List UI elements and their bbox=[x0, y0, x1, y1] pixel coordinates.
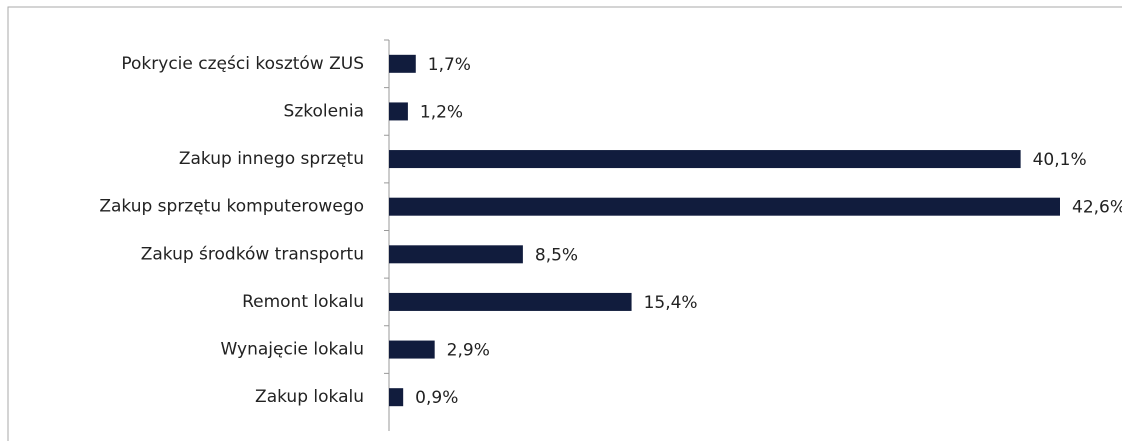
value-label: 0,9% bbox=[415, 388, 458, 408]
category-label: Wynajęcie lokalu bbox=[221, 340, 364, 360]
category-label: Zakup lokalu bbox=[255, 387, 364, 407]
value-label: 1,7% bbox=[428, 55, 471, 75]
bar bbox=[389, 102, 408, 121]
chart-frame bbox=[7, 6, 1122, 441]
bar bbox=[389, 197, 1060, 216]
value-label: 15,4% bbox=[644, 293, 698, 313]
category-label: Remont lokalu bbox=[242, 292, 364, 312]
category-label: Szkolenia bbox=[284, 101, 364, 121]
bar bbox=[389, 292, 632, 311]
value-label: 1,2% bbox=[420, 102, 463, 122]
bar bbox=[389, 245, 523, 264]
value-label: 2,9% bbox=[447, 341, 490, 361]
value-label: 42,6% bbox=[1072, 198, 1122, 218]
value-label: 40,1% bbox=[1033, 150, 1087, 170]
category-label: Zakup sprzętu komputerowego bbox=[99, 197, 364, 217]
bar bbox=[389, 54, 416, 73]
bar bbox=[389, 388, 404, 407]
bar bbox=[389, 340, 435, 359]
category-label: Zakup środków transportu bbox=[141, 244, 364, 264]
value-label: 8,5% bbox=[535, 245, 578, 265]
category-label: Pokrycie części kosztów ZUS bbox=[121, 54, 364, 74]
bar bbox=[389, 150, 1021, 169]
category-label: Zakup innego sprzętu bbox=[179, 149, 364, 169]
